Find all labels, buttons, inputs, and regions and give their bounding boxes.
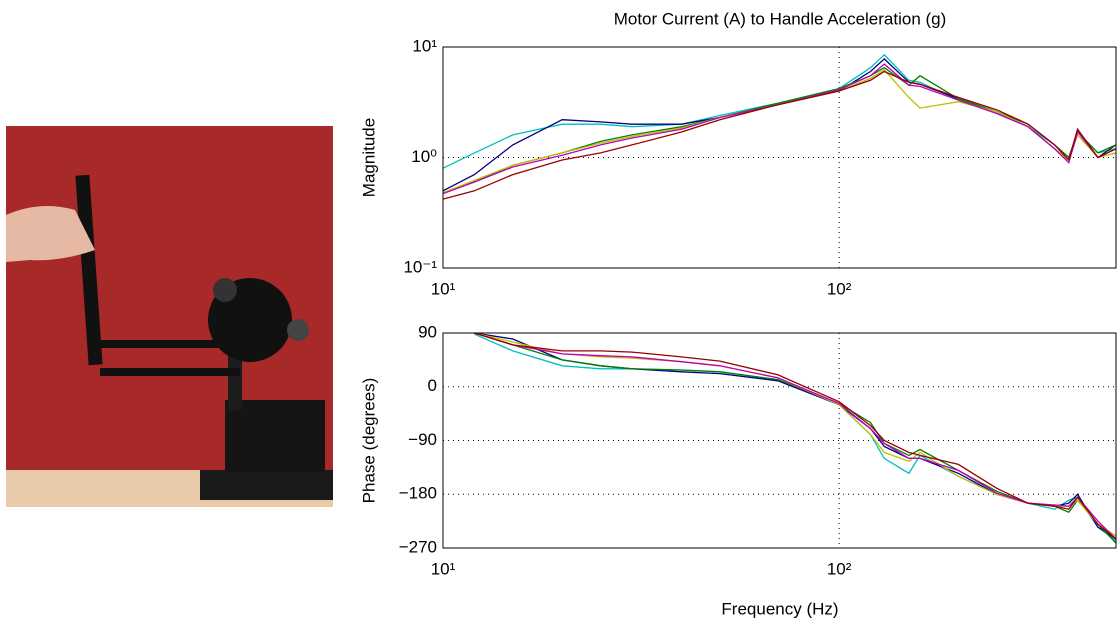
series-line [442, 66, 1117, 194]
y-tick-label: 10⁻¹ [403, 257, 437, 276]
x-axis-label: Frequency (Hz) [721, 599, 838, 618]
series-line [474, 332, 1117, 540]
series-line [474, 332, 1117, 540]
y-tick-label: 10⁰ [411, 147, 437, 166]
x-tick-label: 10¹ [431, 559, 456, 578]
series-line [442, 69, 1117, 194]
y-tick-label: 0 [428, 376, 437, 395]
y-tick-label: −180 [399, 484, 437, 503]
series-line [474, 333, 1117, 542]
series-line [442, 63, 1117, 195]
y-tick-label: −270 [399, 537, 437, 556]
chart-title: Motor Current (A) to Handle Acceleration… [614, 9, 947, 28]
x-tick-label: 10² [827, 559, 852, 578]
y-tick-label: 10¹ [412, 36, 437, 55]
y-tick-label: 90 [418, 322, 437, 341]
y-axis-label: Phase (degrees) [359, 378, 378, 504]
y-axis-label: Magnitude [359, 118, 378, 197]
plot-frame [442, 46, 1117, 269]
photo [6, 126, 333, 507]
y-tick-label: −90 [408, 430, 437, 449]
series-line [442, 70, 1117, 200]
plot-frame [442, 332, 1117, 549]
x-tick-label: 10² [827, 279, 852, 298]
x-tick-label: 10¹ [431, 279, 456, 298]
